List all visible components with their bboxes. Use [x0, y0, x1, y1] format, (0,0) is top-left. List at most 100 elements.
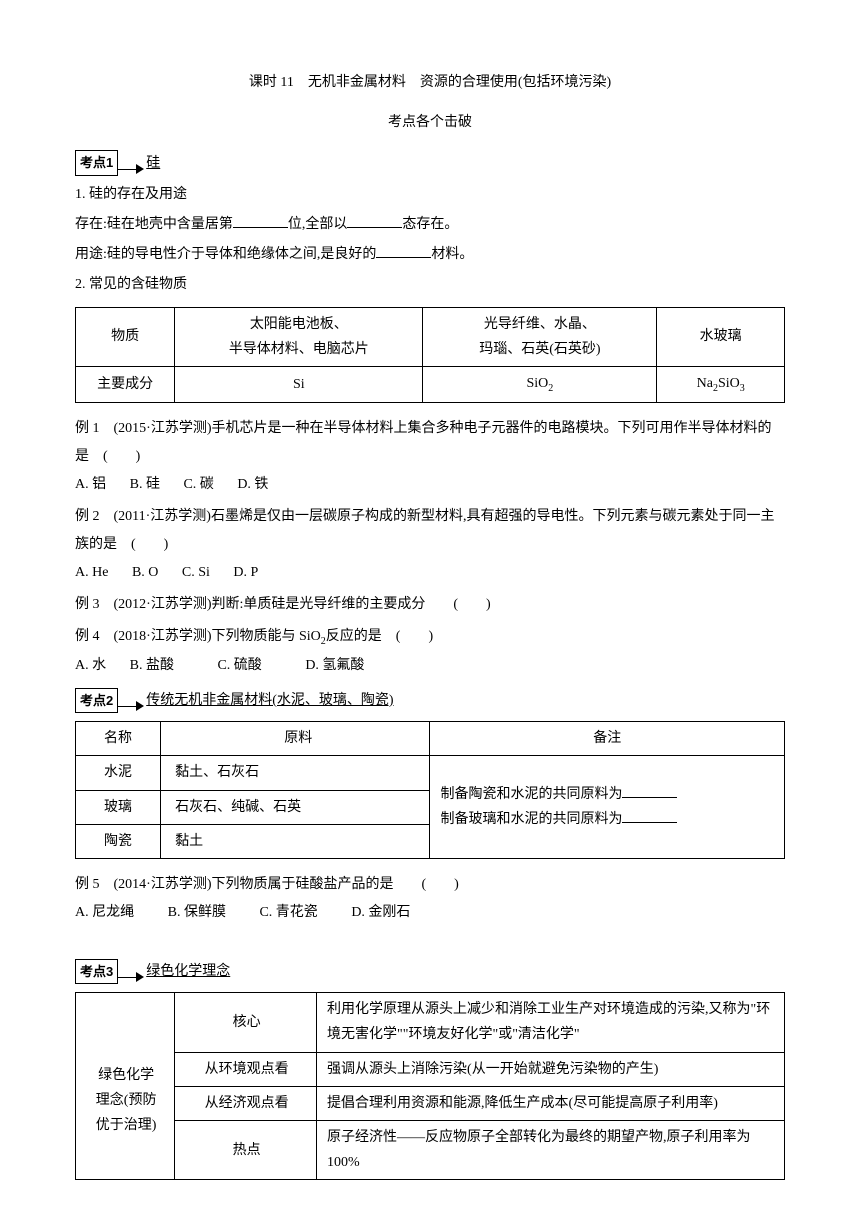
option-a: A. 尼龙绳 [75, 899, 134, 927]
cell: 热点 [175, 1121, 317, 1180]
question-text: 例 1 (2015·江苏学测)手机芯片是一种在半导体材料上集合多种电子元器件的电… [75, 415, 785, 471]
cell: 水泥 [76, 756, 161, 790]
text: Na [697, 376, 713, 391]
kaodian-3-topic: 绿色化学理念 [146, 959, 230, 984]
text: 玛瑙、石英(石英砂) [479, 342, 600, 357]
option-d: D. 氢氟酸 [305, 652, 364, 680]
text: 材料。 [431, 247, 473, 262]
text: 绿色化学 [98, 1068, 154, 1083]
cell: Na2SiO3 [657, 367, 785, 403]
cell: 石灰石、纯碱、石英 [161, 790, 430, 824]
option-c: C. Si [182, 559, 210, 587]
cell: 玻璃 [76, 790, 161, 824]
cell: 水玻璃 [657, 307, 785, 366]
kaodian-3-label: 考点3 [75, 959, 118, 984]
text: SiO [718, 376, 740, 391]
arrow-icon [118, 162, 148, 176]
text: 太阳能电池板、 [250, 317, 348, 332]
cell: 利用化学原理从源头上减少和消除工业生产对环境造成的污染,又称为"环境无害化学""… [317, 993, 785, 1052]
text: 优于治理) [96, 1118, 157, 1133]
cell: 备注 [430, 722, 785, 756]
cell: 主要成分 [76, 367, 175, 403]
option-c: C. 青花瓷 [259, 899, 317, 927]
text: 制备陶瓷和水泥的共同原料为 [440, 787, 622, 802]
blank [622, 809, 677, 823]
question-text: 例 4 (2018·江苏学测)下列物质能与 SiO2反应的是 ( ) [75, 623, 785, 652]
example-2: 例 2 (2011·江苏学测)石墨烯是仅由一层碳原子构成的新型材料,具有超强的导… [75, 503, 785, 587]
blank [376, 244, 431, 258]
text: 制备玻璃和水泥的共同原料为 [440, 812, 622, 827]
cell: 从环境观点看 [175, 1052, 317, 1086]
cell: 核心 [175, 993, 317, 1052]
option-a: A. 水 [75, 652, 106, 680]
option-d: D. P [233, 559, 258, 587]
cell: 物质 [76, 307, 175, 366]
question-text: 例 2 (2011·江苏学测)石墨烯是仅由一层碳原子构成的新型材料,具有超强的导… [75, 503, 785, 559]
cell: 太阳能电池板、半导体材料、电脑芯片 [175, 307, 423, 366]
cell: 名称 [76, 722, 161, 756]
option-b: B. 盐酸 [130, 652, 174, 680]
cell-remark: 制备陶瓷和水泥的共同原料为 制备玻璃和水泥的共同原料为 [430, 756, 785, 859]
table-row: 从环境观点看 强调从源头上消除污染(从一开始就避免污染物的产生) [76, 1052, 785, 1086]
question-text: 例 5 (2014·江苏学测)下列物质属于硅酸盐产品的是 ( ) [75, 871, 785, 899]
section1-line2: 用途:硅的导电性介于导体和绝缘体之间,是良好的 材料。 [75, 241, 785, 269]
section1-h1: 1. 硅的存在及用途 [75, 181, 785, 209]
kaodian-2-topic: 传统无机非金属材料(水泥、玻璃、陶瓷) [146, 688, 393, 713]
option-b: B. 保鲜膜 [168, 899, 226, 927]
option-d: D. 铁 [237, 471, 268, 499]
arrow-icon [118, 699, 148, 713]
text: 半导体材料、电脑芯片 [229, 342, 369, 357]
table-row: 从经济观点看 提倡合理利用资源和能源,降低生产成本(尽可能提高原子利用率) [76, 1086, 785, 1120]
kaodian-1-label: 考点1 [75, 150, 118, 175]
text: 存在:硅在地壳中含量居第 [75, 217, 233, 232]
example-3: 例 3 (2012·江苏学测)判断:单质硅是光导纤维的主要成分 ( ) [75, 591, 785, 619]
option-a: A. 铝 [75, 471, 106, 499]
table-row: 名称 原料 备注 [76, 722, 785, 756]
kaodian-2-header: 考点2 传统无机非金属材料(水泥、玻璃、陶瓷) [75, 688, 785, 713]
table-row: 绿色化学 理念(预防 优于治理) 核心 利用化学原理从源头上减少和消除工业生产对… [76, 993, 785, 1052]
kaodian-1-header: 考点1 硅 [75, 150, 785, 175]
kaodian-2-label: 考点2 [75, 688, 118, 713]
cell: 光导纤维、水晶、玛瑙、石英(石英砂) [423, 307, 657, 366]
cell: 黏土 [161, 824, 430, 858]
table-3: 绿色化学 理念(预防 优于治理) 核心 利用化学原理从源头上减少和消除工业生产对… [75, 992, 785, 1180]
table-1: 物质 太阳能电池板、半导体材料、电脑芯片 光导纤维、水晶、玛瑙、石英(石英砂) … [75, 307, 785, 403]
text: 反应的是 ( ) [326, 629, 433, 644]
cell: 强调从源头上消除污染(从一开始就避免污染物的产生) [317, 1052, 785, 1086]
option-b: B. O [132, 559, 158, 587]
cell: 黏土、石灰石 [161, 756, 430, 790]
kaodian-1-topic: 硅 [146, 151, 160, 176]
option-b: B. 硅 [130, 471, 160, 499]
option-a: A. He [75, 559, 108, 587]
text: 理念(预防 [96, 1093, 157, 1108]
text: 态存在。 [402, 217, 458, 232]
text: 光导纤维、水晶、 [484, 317, 596, 332]
blank [233, 214, 288, 228]
section1-line1: 存在:硅在地壳中含量居第 位,全部以 态存在。 [75, 211, 785, 239]
example-4: 例 4 (2018·江苏学测)下列物质能与 SiO2反应的是 ( ) A. 水 … [75, 623, 785, 680]
cell: 绿色化学 理念(预防 优于治理) [76, 993, 175, 1180]
option-d: D. 金刚石 [351, 899, 410, 927]
text: SiO [526, 376, 548, 391]
arrow-icon [118, 970, 148, 984]
text: 用途:硅的导电性介于导体和绝缘体之间,是良好的 [75, 247, 376, 262]
table-row: 主要成分 Si SiO2 Na2SiO3 [76, 367, 785, 403]
lesson-title: 课时 11 无机非金属材料 资源的合理使用(包括环境污染) [75, 70, 785, 95]
cell: Si [175, 367, 423, 403]
blank [622, 784, 677, 798]
blank [347, 214, 402, 228]
cell: 陶瓷 [76, 824, 161, 858]
cell: 从经济观点看 [175, 1086, 317, 1120]
cell: 提倡合理利用资源和能源,降低生产成本(尽可能提高原子利用率) [317, 1086, 785, 1120]
example-5: 例 5 (2014·江苏学测)下列物质属于硅酸盐产品的是 ( ) A. 尼龙绳 … [75, 871, 785, 927]
table-row: 水泥 黏土、石灰石 制备陶瓷和水泥的共同原料为 制备玻璃和水泥的共同原料为 [76, 756, 785, 790]
example-1: 例 1 (2015·江苏学测)手机芯片是一种在半导体材料上集合多种电子元器件的电… [75, 415, 785, 499]
subscript: 3 [740, 383, 745, 394]
section1-h2: 2. 常见的含硅物质 [75, 271, 785, 299]
lesson-subtitle: 考点各个击破 [75, 110, 785, 135]
cell: 原子经济性——反应物原子全部转化为最终的期望产物,原子利用率为 100% [317, 1121, 785, 1180]
cell: 原料 [161, 722, 430, 756]
kaodian-3-header: 考点3 绿色化学理念 [75, 959, 785, 984]
text: 位,全部以 [288, 217, 348, 232]
table-row: 热点 原子经济性——反应物原子全部转化为最终的期望产物,原子利用率为 100% [76, 1121, 785, 1180]
